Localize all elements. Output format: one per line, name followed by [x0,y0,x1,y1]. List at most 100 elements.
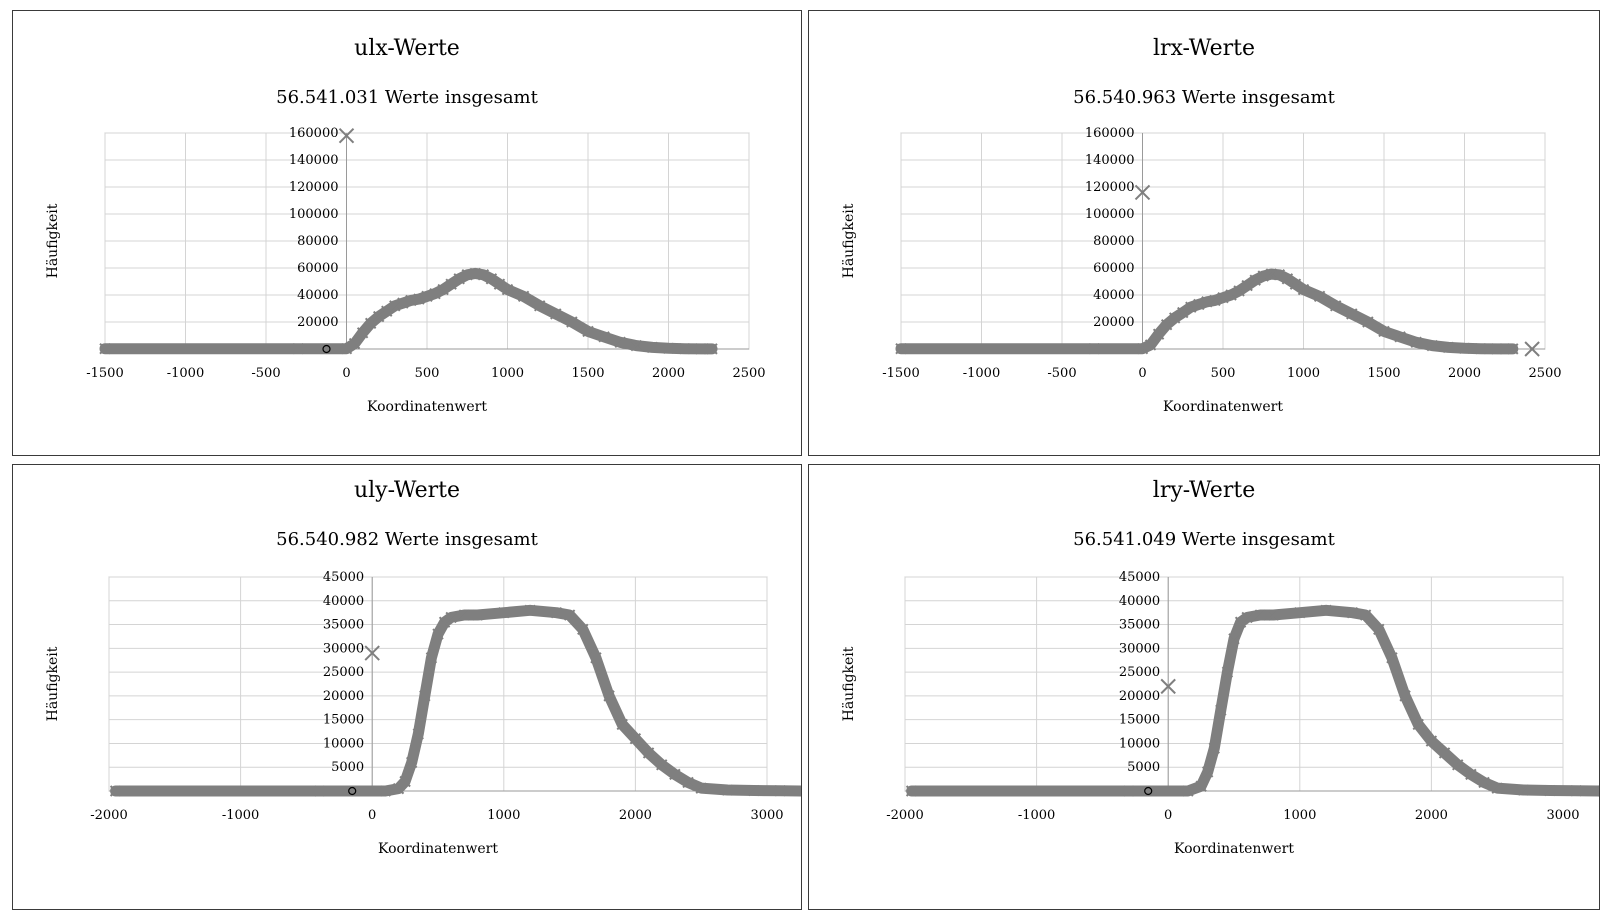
y-tick-label: 80000 [1093,234,1134,249]
special-point [1524,341,1540,357]
data-point [405,756,418,769]
data-point [1544,784,1556,797]
data-point [445,611,457,624]
data-point [1177,306,1189,319]
y-tick-label: 60000 [297,261,338,276]
y-tick-label: 20000 [1119,689,1160,704]
y-tick-label: 80000 [297,234,338,249]
y-tick-label: 60000 [1093,261,1134,276]
data-point [662,342,675,355]
chart-panel-uly: uly-Werte 56.540.982 Werte insgesamt 0 5000… [12,464,802,910]
y-tick-label: 100000 [1085,207,1135,222]
data-point [550,606,563,619]
special-point [364,645,380,661]
x-tick-label: 2500 [732,366,765,381]
y-tick-label: 25000 [1119,665,1160,680]
x-tick-label: 0 [1164,808,1172,823]
data-point [356,327,369,339]
data-point [1426,339,1439,352]
x-tick-label: 0 [368,808,376,823]
series-band-Häufigkeit [99,267,718,355]
data-point [1452,759,1464,771]
data-point [678,343,691,355]
chart-panel-lrx: lrx-Werte 56.540.963 Werte insgesamt 0 2000… [808,10,1600,456]
data-point [313,785,326,797]
y-tick-label: 140000 [289,153,339,168]
data-point [895,343,907,355]
y-tick-label: 45000 [323,570,364,585]
data-point [524,604,536,616]
x-tick-label: 2500 [1528,366,1561,381]
y-tick-label: 20000 [323,689,364,704]
x-tick-label: -1500 [86,366,123,381]
data-point [603,690,615,702]
data-point [550,308,562,320]
data-point [292,343,304,355]
data-point [1458,342,1471,355]
data-point [99,343,111,355]
data-point [372,310,385,323]
data-point [642,747,655,759]
data-point [1123,785,1135,797]
x-tick-label: 500 [1211,366,1236,381]
data-point [421,290,433,303]
special-point [1144,786,1153,796]
x-axis-label: Koordinatenwert [1174,841,1294,857]
data-point [1410,336,1422,348]
x-tick-label: 3000 [750,808,783,823]
y-tick-label: 120000 [289,180,339,195]
y-tick-label: 40000 [1119,594,1160,609]
data-point [1399,690,1411,702]
data-point [381,305,393,317]
x-tick-label: -2000 [90,808,127,823]
data-point [477,269,490,281]
y-tick-label: 40000 [1093,288,1134,303]
y-tick-label: 10000 [323,736,364,751]
data-point [563,609,576,621]
y-tick-label: 20000 [1093,315,1134,330]
data-point [413,293,425,305]
x-tick-label: 2000 [619,808,652,823]
data-point [432,628,444,640]
data-point [774,785,786,797]
plot-area [904,576,1564,792]
data-point [1168,312,1181,324]
data-point [1378,325,1390,338]
data-point [1490,343,1503,355]
data-point [445,278,457,290]
data-point [1320,604,1332,616]
data-point [438,616,451,628]
data-point [1182,785,1194,797]
data-point [694,343,707,355]
chart-lry: lry-Werte 56.541.049 Werte insgesamt 0 5000… [841,478,1599,857]
data-point [1088,343,1100,355]
data-point [614,336,626,348]
x-tick-label: 1500 [571,366,604,381]
chart-subtitle: 56.540.982 Werte insgesamt [276,529,538,550]
data-point [517,290,530,303]
chart-title: lrx-Werte [1153,36,1255,61]
special-point [322,344,331,354]
data-point [1386,652,1398,664]
y-tick-label: 35000 [323,618,364,633]
x-tick-label: 0 [1138,366,1146,381]
data-point [533,300,546,312]
y-tick-label: 30000 [323,641,364,656]
data-point [669,768,681,781]
special-point [1160,678,1176,695]
data-point [1313,290,1326,303]
y-tick-label: 160000 [289,126,339,141]
data-point [1281,273,1294,285]
data-point [1273,269,1286,281]
data-point [493,278,506,290]
data-point [682,776,694,789]
chart-panel-lry: lry-Werte 56.541.049 Werte insgesamt 0 5000… [808,464,1600,910]
data-point [1136,343,1149,355]
data-point [1257,270,1269,282]
chart-title: uly-Werte [354,478,460,503]
x-tick-label: 1000 [1283,808,1316,823]
data-point [485,273,498,285]
data-point [616,718,628,731]
data-point [656,759,668,771]
y-axis-label: Häufigkeit [841,203,857,278]
